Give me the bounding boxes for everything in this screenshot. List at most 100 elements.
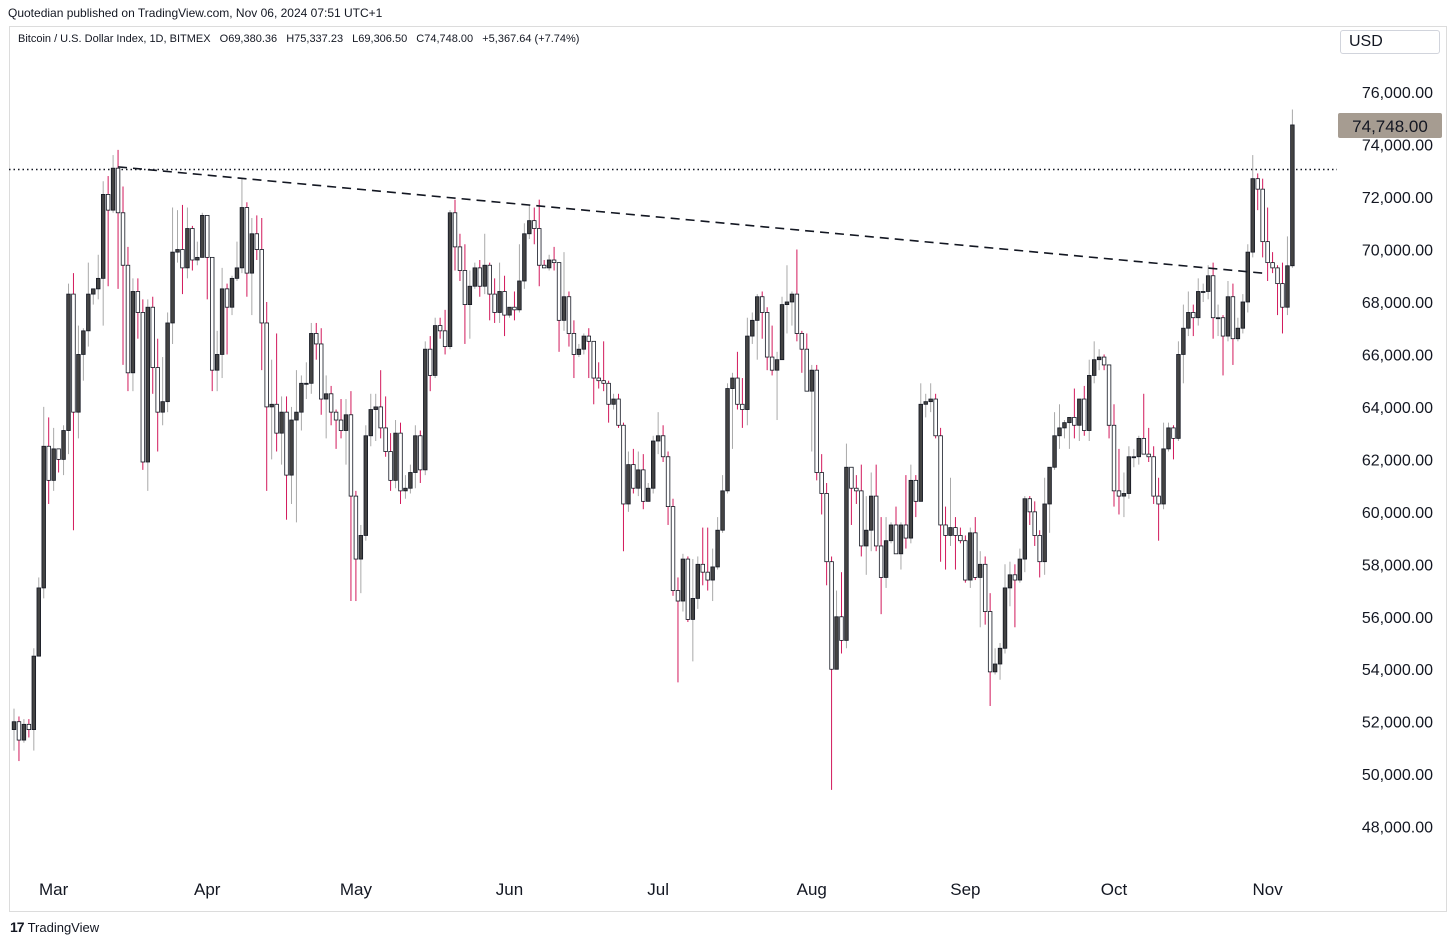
candle-body (150, 306, 155, 368)
y-axis-tick-label: 70,000.00 (1362, 243, 1433, 260)
candle-body (343, 414, 349, 431)
candle-body (185, 228, 190, 269)
candle-body (1186, 312, 1191, 329)
candle-body (1087, 375, 1092, 431)
candle-body (933, 398, 938, 437)
candle-body (601, 380, 606, 384)
candle-body (304, 382, 309, 385)
candle-body (56, 448, 61, 460)
candle-body (328, 393, 334, 413)
candle-body (175, 249, 180, 253)
candle-body (646, 487, 651, 502)
candle-body (96, 277, 101, 290)
candle-body (413, 435, 418, 473)
candle-body (452, 212, 458, 248)
candle-body (492, 293, 497, 313)
candle-body (1106, 364, 1112, 426)
candle-body (1161, 448, 1166, 505)
candle-body (903, 524, 909, 539)
y-axis-tick-label: 74,000.00 (1362, 138, 1433, 155)
candle-body (968, 532, 973, 581)
legend-high: H75,337.23 (286, 33, 344, 45)
candle-body (1225, 296, 1231, 337)
candle-body (100, 194, 106, 279)
candle-body (423, 348, 428, 471)
candle-body (512, 306, 517, 311)
candle-body (1091, 359, 1097, 376)
candle-body (824, 493, 829, 563)
candle-body (1250, 178, 1255, 253)
chart-frame (9, 26, 1447, 912)
candle-body (81, 330, 86, 355)
candle-body (457, 246, 463, 271)
candle-body (992, 663, 998, 673)
legend-change: +5,367.64 (+7.74%) (482, 33, 580, 45)
candle-body (1116, 490, 1122, 497)
candle-body (1101, 356, 1107, 366)
candle-body (764, 312, 770, 358)
candle-body (140, 312, 146, 463)
candle-body (829, 561, 834, 670)
candle-body (670, 506, 676, 591)
candle-body (1027, 498, 1032, 513)
candle-body (125, 264, 131, 374)
candle-body (190, 228, 195, 261)
candle-body (606, 382, 611, 405)
candle-body (254, 233, 259, 250)
candle-body (834, 616, 839, 670)
candle-body (428, 348, 433, 376)
tradingview-logo-icon: 17 (10, 919, 25, 935)
candle-body (244, 207, 250, 274)
candle-body (130, 291, 136, 374)
candle-body (1275, 267, 1280, 285)
candle-body (348, 414, 354, 497)
candle-body (650, 440, 656, 489)
candle-body (537, 228, 542, 266)
candle-body (1072, 417, 1077, 426)
candle-body (289, 419, 294, 476)
candle-body (551, 259, 557, 264)
candle-body (1230, 296, 1236, 340)
candle-body (274, 403, 279, 434)
candle-body (685, 558, 691, 620)
legend-symbol[interactable]: Bitcoin / U.S. Dollar Index, 1D, BITMEX (18, 33, 211, 45)
currency-button[interactable]: USD (1340, 30, 1440, 54)
candle-body (596, 377, 601, 382)
trendline-dashed (117, 166, 1263, 274)
candle-body (859, 490, 864, 547)
candle-body (883, 540, 889, 578)
candle-body (908, 479, 914, 539)
y-axis-tick-label: 64,000.00 (1362, 400, 1433, 417)
candle-body (195, 256, 200, 261)
candle-body (1002, 587, 1008, 649)
x-axis-month-label: Apr (194, 880, 221, 899)
candle-body (769, 356, 775, 371)
y-axis-tick-label: 72,000.00 (1362, 190, 1433, 207)
candle-body (1156, 495, 1161, 505)
tradingview-logo[interactable]: 17 TradingView (10, 919, 99, 935)
candle-body (1215, 317, 1221, 320)
candle-body (774, 359, 780, 371)
candle-body (541, 264, 547, 269)
candle-body (234, 267, 240, 279)
candle-body (1121, 493, 1127, 497)
candle-body (165, 322, 170, 403)
x-axis-month-label: Sep (950, 880, 980, 899)
candle-body (695, 563, 700, 599)
candle-body (869, 495, 874, 531)
candle-body (26, 723, 32, 730)
candle-body (844, 466, 849, 641)
candle-body (864, 529, 869, 547)
candle-body (338, 419, 344, 431)
x-axis-month-label: Aug (797, 880, 827, 899)
candle-body (1067, 417, 1072, 424)
candle-body (61, 430, 66, 460)
candle-body (973, 532, 978, 578)
candle-body (1037, 535, 1042, 563)
candle-body (760, 296, 765, 313)
candle-body (309, 333, 314, 384)
candle-body (214, 354, 220, 371)
candle-body (1240, 301, 1246, 329)
candle-body (958, 535, 963, 542)
